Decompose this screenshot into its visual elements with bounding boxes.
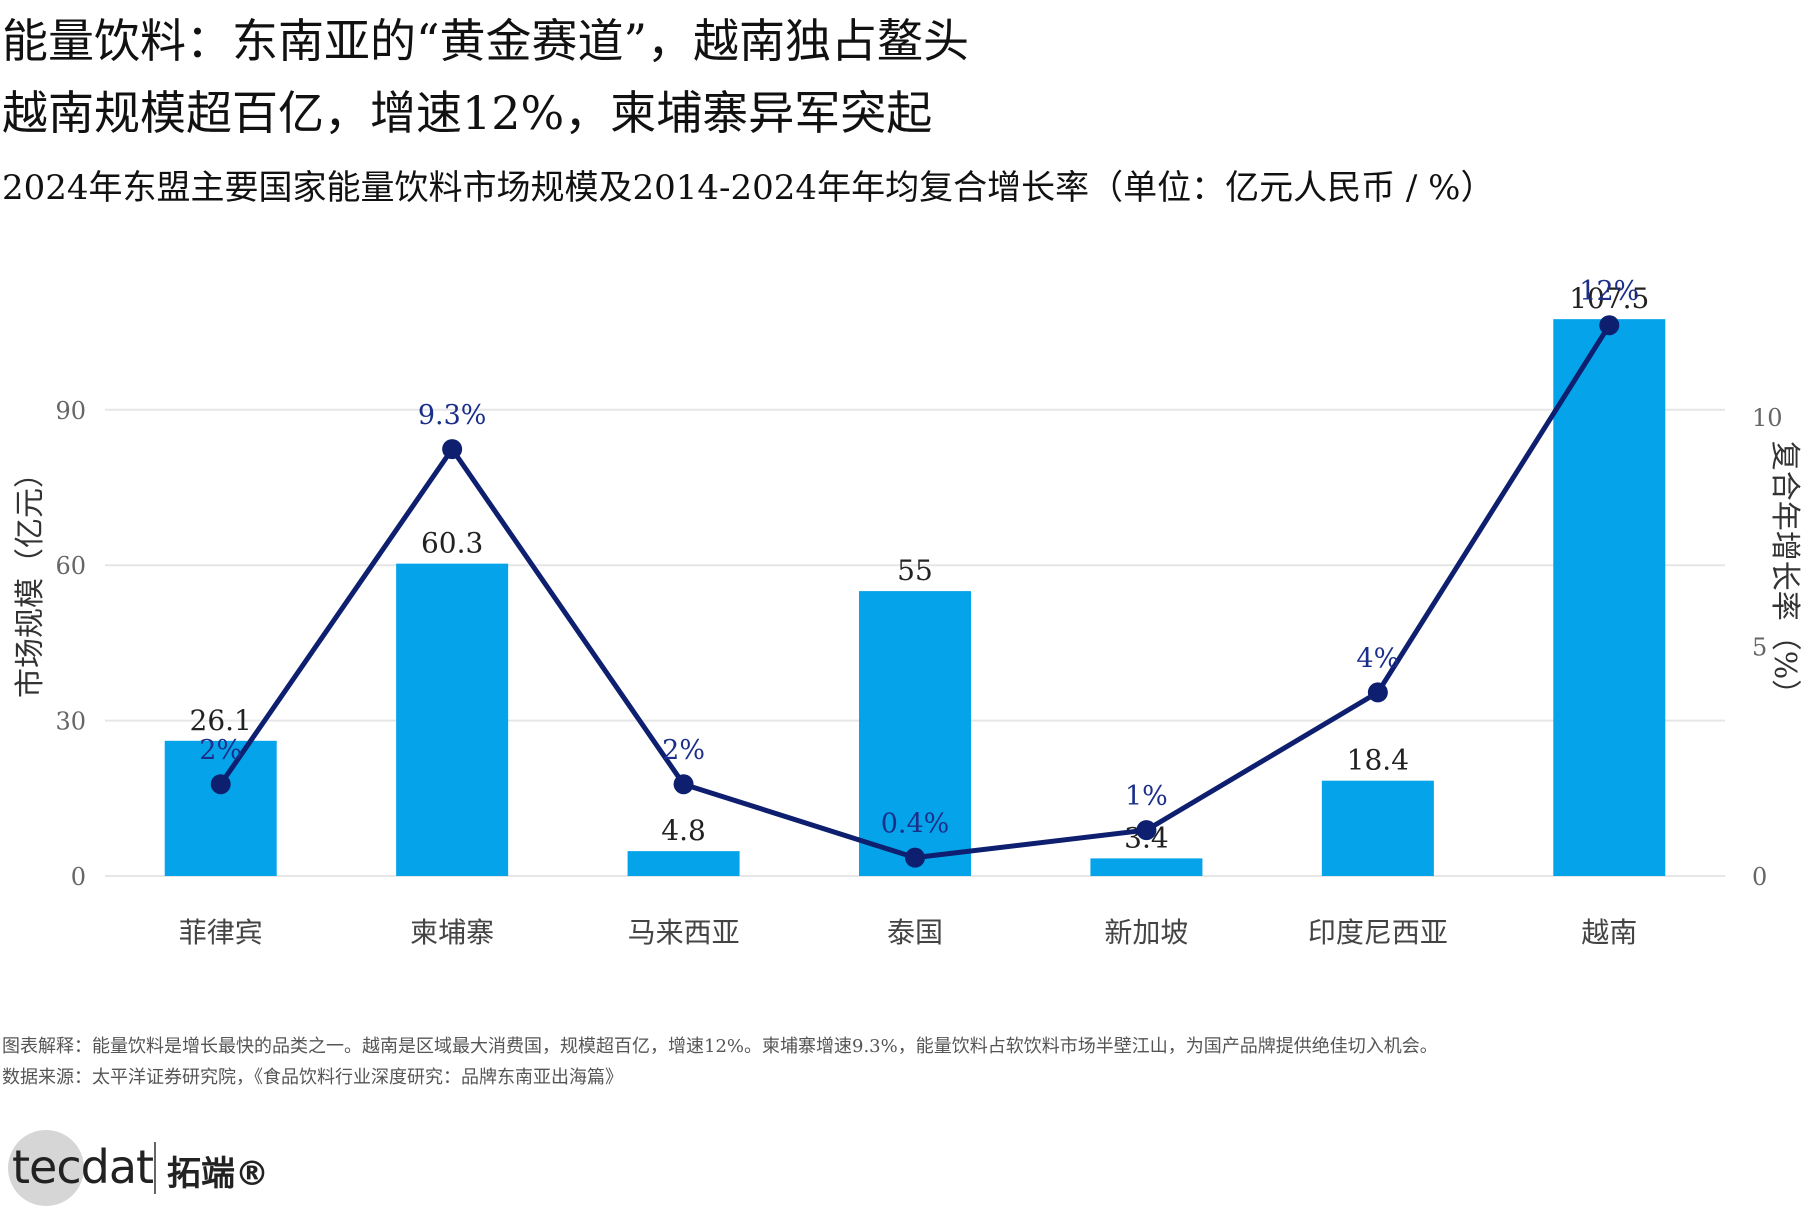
logo-cn-text: 拓端®	[167, 1154, 269, 1194]
growth-point	[1367, 682, 1388, 703]
y-tick-label: 0	[71, 863, 86, 891]
brand-logo: tecdat 拓端®	[4, 1128, 274, 1208]
y-tick-label: 30	[55, 708, 86, 736]
bar-value-label: 18.4	[1347, 744, 1409, 777]
bar-value-label: 4.8	[661, 814, 706, 847]
y-axis-title: 市场规模（亿元）	[13, 458, 48, 698]
growth-point	[905, 847, 925, 868]
y2-axis-title: 复合年增长率（%）	[1767, 441, 1802, 710]
bar	[859, 591, 971, 876]
x-tick-label: 马来西亚	[628, 916, 740, 949]
chart-note: 图表解释：能量饮料是增长最快的品类之一。越南是区域最大消费国，规模超百亿，增速1…	[2, 1036, 1438, 1057]
growth-label: 12%	[1579, 276, 1639, 307]
chart-title-line2: 越南规模超百亿，增速12%，柬埔寨异军突起	[2, 86, 933, 140]
growth-point	[1599, 315, 1620, 336]
logo-circle-icon	[8, 1130, 84, 1206]
growth-label: 0.4%	[881, 809, 950, 840]
growth-label: 9.3%	[418, 400, 487, 431]
bar-value-label: 26.1	[190, 704, 252, 737]
x-tick-label: 新加坡	[1104, 916, 1188, 949]
x-tick-label: 菲律宾	[179, 916, 263, 949]
x-tick-label: 柬埔寨	[410, 916, 494, 949]
growth-label: 2%	[199, 735, 242, 766]
growth-label: 4%	[1356, 643, 1399, 674]
bar-value-label: 55	[897, 554, 933, 587]
combo-chart: 0 30 60 90 0 5 10 市场规模（亿元） 复合年增长率（%） 26.1 60.3 4.8 5…	[13, 276, 1802, 949]
bar	[1090, 858, 1203, 876]
bar	[396, 563, 509, 876]
y2-tick-label: 0	[1752, 863, 1767, 891]
bar	[1321, 780, 1434, 876]
data-source: 数据来源：太平洋证券研究院，《食品饮料行业深度研究：品牌东南亚出海篇》	[2, 1067, 623, 1088]
bar	[627, 851, 740, 876]
growth-label: 2%	[662, 735, 705, 766]
growth-point	[442, 439, 463, 460]
bar-value-label: 60.3	[421, 527, 483, 560]
y-tick-label: 60	[55, 552, 86, 580]
y2-tick-label: 10	[1752, 404, 1783, 432]
x-tick-label: 泰国	[887, 916, 943, 949]
bar	[164, 740, 277, 876]
y-tick-label: 90	[55, 397, 86, 425]
growth-point	[1136, 820, 1157, 841]
growth-point	[673, 774, 694, 795]
x-tick-label: 越南	[1581, 916, 1637, 949]
y2-tick-label: 5	[1752, 634, 1767, 662]
bar	[1553, 319, 1666, 876]
logo-text: tecdat	[12, 1140, 154, 1194]
chart-title: 能量饮料：东南亚的“黄金赛道”，越南独占鳌头	[2, 14, 970, 68]
growth-point	[210, 774, 231, 795]
logo-divider	[154, 1142, 156, 1194]
chart-subtitle: 2024年东盟主要国家能量饮料市场规模及2014-2024年年均复合增长率（单位…	[2, 168, 1495, 208]
bar-value-label: 107.5	[1569, 282, 1649, 315]
growth-label: 1%	[1125, 781, 1168, 812]
x-tick-label: 印度尼西亚	[1308, 916, 1448, 949]
